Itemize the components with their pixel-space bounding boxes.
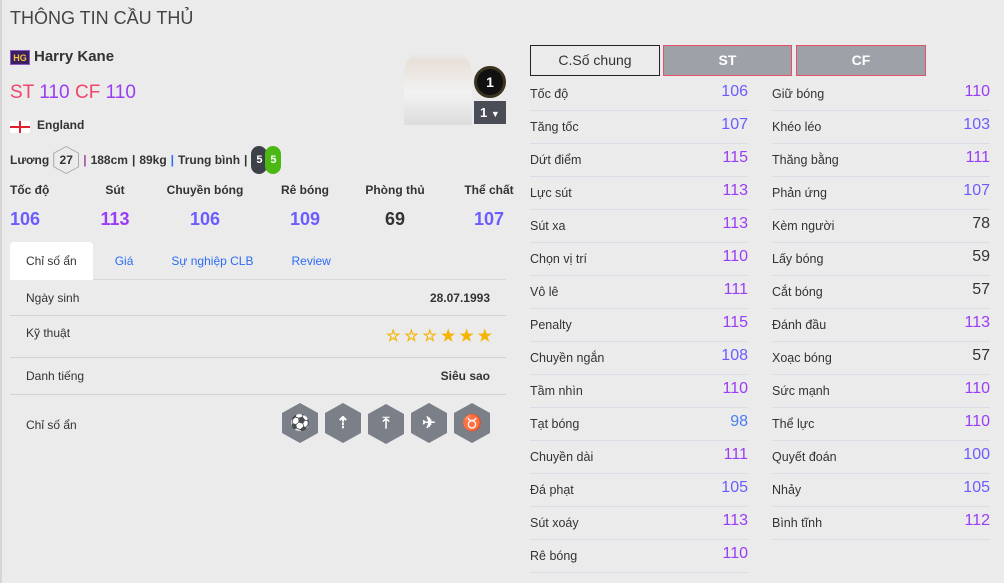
stat-row: Lấy bóng 59 <box>772 243 990 276</box>
stat-row: Chọn vị trí 110 <box>530 243 748 276</box>
stat-row: Chuyền ngắn 108 <box>530 342 748 375</box>
stat-row: Cắt bóng 57 <box>772 276 990 309</box>
right-foot-icon: 5 <box>265 146 282 174</box>
stat-row: Phản ứng 107 <box>772 177 990 210</box>
stat-tab-cf[interactable]: CF <box>796 45 926 76</box>
height: 188cm <box>90 153 128 167</box>
stat-tab-general[interactable]: C.Số chung <box>530 45 660 76</box>
stat-row: Rê bóng 110 <box>530 540 748 573</box>
salary-badge: 27 <box>53 146 80 174</box>
summary-stat: Rê bóng 109 <box>281 183 329 229</box>
star-filled-icon: ★ <box>477 328 492 345</box>
star-empty-icon: ☆ <box>422 328 437 345</box>
stat-row: Kèm người 78 <box>772 210 990 243</box>
stat-row: Tốc độ 106 <box>530 78 748 111</box>
player-photo <box>404 45 472 125</box>
tab-club-career[interactable]: Sự nghiệp CLB <box>171 254 254 268</box>
skill-row: Kỹ thuật ☆ ☆ ☆ ★ ★ ★ <box>10 316 506 358</box>
tab-price[interactable]: Giá <box>114 254 134 268</box>
stat-row: Sút xa 113 <box>530 210 748 243</box>
body-type: Trung bình <box>178 153 241 167</box>
stat-row: Đánh đầu 113 <box>772 309 990 342</box>
birth-row: Ngày sinh 28.07.1993 <box>10 280 506 316</box>
tab-hidden-stats[interactable]: Chỉ số ẩn <box>10 242 93 280</box>
star-empty-icon: ☆ <box>385 328 401 345</box>
stat-row: Sức mạnh 110 <box>772 375 990 408</box>
upgrade-level-badge: 1 <box>474 66 506 98</box>
stat-tab-st[interactable]: ST <box>663 45 792 76</box>
salary-label: Lương <box>10 153 50 167</box>
finesse-shot-icon[interactable]: ⚽ <box>282 403 318 443</box>
stat-row: Thể lực 110 <box>772 408 990 441</box>
fame: Siêu sao <box>440 369 490 383</box>
weight: 89kg <box>139 153 167 167</box>
stat-row: Đá phạt 105 <box>530 474 748 507</box>
traits-row: Chỉ số ẩn ⚽ ⇡ ⤒ ✈ ♉ <box>10 395 506 453</box>
player-info: Lương 27 | 188cm | 89kg | Trung bình | 5 5 <box>10 146 282 174</box>
page-title: THÔNG TIN CẦU THỦ <box>10 8 194 28</box>
stat-row: Bình tĩnh 112 <box>772 507 990 540</box>
summary-stat: Sút 113 <box>100 183 130 229</box>
caret-down-icon: ▼ <box>490 109 500 119</box>
bull-icon[interactable]: ♉ <box>454 403 490 443</box>
stat-row: Khéo léo 103 <box>772 111 990 144</box>
stat-row: Penalty 115 <box>530 309 748 342</box>
stat-row: Quyết đoán 100 <box>772 441 990 474</box>
stat-row: Giữ bóng 110 <box>772 78 990 111</box>
stat-row: Nhảy 105 <box>772 474 990 507</box>
stat-row: Xoạc bóng 57 <box>772 342 990 375</box>
stat-row: Dứt điểm 115 <box>530 144 748 177</box>
country: England <box>37 118 85 132</box>
power-header-icon[interactable]: ⤒ <box>368 404 404 444</box>
position-rating-st: ST 110 <box>10 82 70 103</box>
tab-review[interactable]: Review <box>291 254 331 268</box>
star-filled-icon: ★ <box>440 328 456 345</box>
summary-stat: Chuyền bóng 106 <box>166 183 244 229</box>
stat-row: Tầm nhìn 110 <box>530 375 748 408</box>
stat-row: Sút xoáy 113 <box>530 507 748 540</box>
birth-date: 28.07.1993 <box>429 291 490 305</box>
stat-row: Thăng bằng 111 <box>772 144 990 177</box>
star-empty-icon: ☆ <box>404 328 419 345</box>
stat-row: Tạt bóng 98 <box>530 408 748 441</box>
season-badge: HG <box>10 50 30 65</box>
left-foot-icon: 5 <box>251 146 268 174</box>
summary-stat: Phòng thủ 69 <box>365 183 425 229</box>
stat-row: Lực sút 113 <box>530 177 748 210</box>
star-filled-icon: ★ <box>459 328 474 345</box>
flair-icon[interactable]: ✈ <box>411 403 447 443</box>
long-shot-icon[interactable]: ⇡ <box>325 403 361 443</box>
summary-stat: Thể chất 107 <box>464 183 514 229</box>
stat-row: Vô lê 111 <box>530 276 748 309</box>
player-name: Harry Kane <box>34 48 115 65</box>
england-flag-icon <box>10 121 30 133</box>
level-select[interactable]: 1 ▼ <box>474 101 506 124</box>
detail-tabs: Chỉ số ẩn Giá Sự nghiệp CLB Review <box>10 242 506 280</box>
stat-row: Tăng tốc 107 <box>530 111 748 144</box>
fame-row: Danh tiếng Siêu sao <box>10 358 506 395</box>
position-rating-cf: CF 110 <box>75 82 136 103</box>
stat-row: Chuyền dài 111 <box>530 441 748 474</box>
summary-stat: Tốc độ 106 <box>10 183 50 229</box>
skill-stars: ☆ ☆ ☆ ★ ★ ★ <box>382 326 492 346</box>
